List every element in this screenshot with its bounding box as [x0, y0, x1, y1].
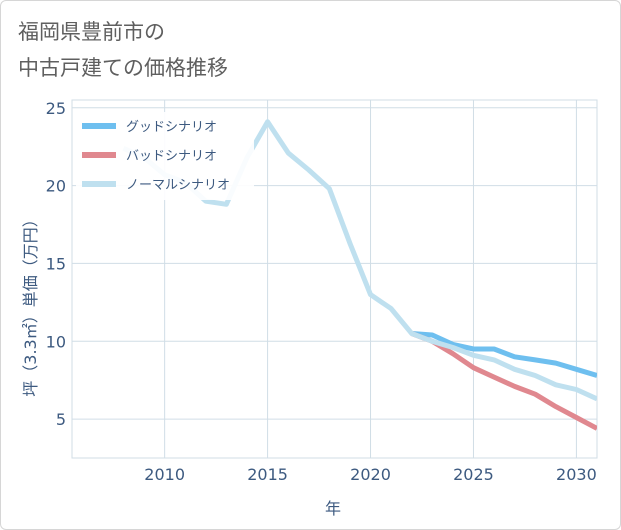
x-tick-label-2030: 2030 [556, 465, 597, 484]
y-axis-label: 坪（3.3㎡）単価（万円） [21, 211, 40, 396]
legend-label-normal: ノーマルシナリオ [126, 178, 230, 193]
grid-layer [71, 99, 598, 459]
chart-title-line-2: 中古戸建ての価格推移 [18, 56, 228, 80]
x-tick-label-2025: 2025 [453, 465, 494, 484]
legend: グッドシナリオ バッドシナリオ ノーマルシナリオ [76, 112, 254, 200]
chart-title: 福岡県豊前市の 中古戸建ての価格推移 [18, 14, 228, 86]
chart-title-line-1: 福岡県豊前市の [18, 20, 165, 44]
series-line-good [411, 331, 597, 378]
x-tick-label-2020: 2020 [350, 465, 391, 484]
legend-label-bad: バッドシナリオ [126, 149, 217, 164]
x-axis-label: 年 [325, 499, 341, 518]
y-tick-label-15: 15 [46, 254, 66, 273]
series-line-bad [410, 331, 597, 431]
y-tick-label-5: 5 [56, 410, 66, 429]
plot-frame [71, 99, 598, 459]
x-tick-label-2010: 2010 [144, 465, 185, 484]
legend-label-good: グッドシナリオ [126, 120, 217, 135]
y-tick-label-25: 25 [46, 99, 66, 118]
y-tick-label-20: 20 [46, 177, 66, 196]
y-tick-label-10: 10 [46, 332, 66, 351]
x-tick-label-2015: 2015 [247, 465, 288, 484]
